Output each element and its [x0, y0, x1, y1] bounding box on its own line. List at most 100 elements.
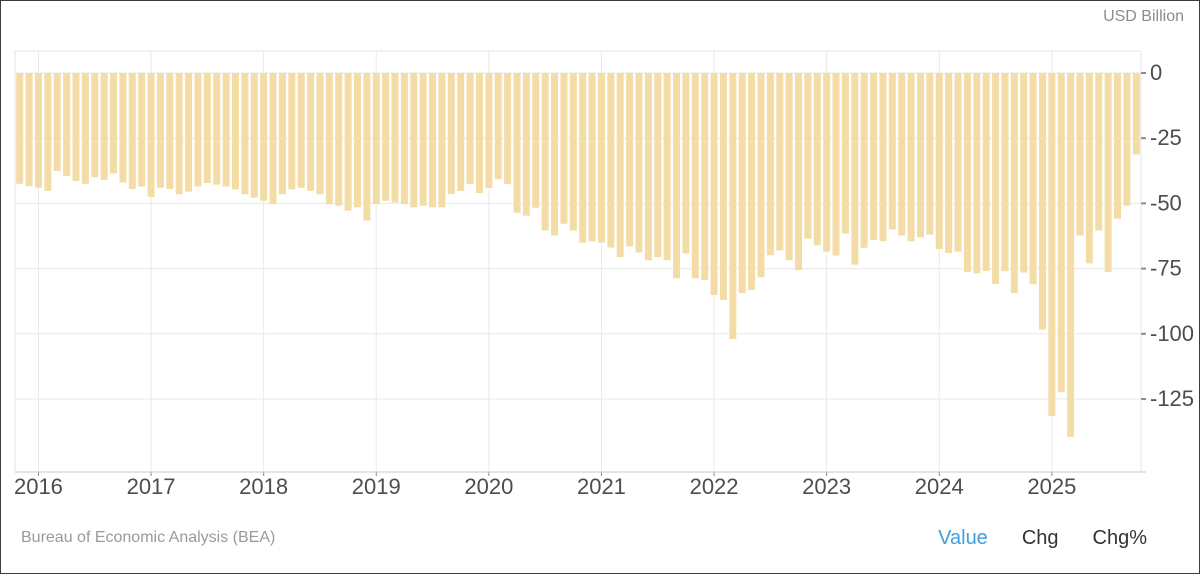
bar-2019-06[interactable]: [419, 73, 427, 206]
bar-2021-02[interactable]: [607, 73, 615, 248]
bar-2020-09[interactable]: [560, 73, 568, 224]
bar-2019-12[interactable]: [475, 73, 483, 193]
bar-2017-09[interactable]: [222, 73, 230, 187]
bar-2022-04[interactable]: [738, 73, 746, 294]
bar-2024-11[interactable]: [1029, 73, 1037, 285]
bar-2016-05[interactable]: [72, 73, 80, 181]
bar-2017-08[interactable]: [213, 73, 221, 185]
bar-2016-04[interactable]: [63, 73, 71, 177]
bar-2022-02[interactable]: [719, 73, 727, 300]
bar-2021-10[interactable]: [682, 73, 690, 254]
bar-2017-03[interactable]: [166, 73, 174, 190]
bar-2023-10[interactable]: [907, 73, 915, 242]
bar-2024-12[interactable]: [1038, 73, 1046, 330]
bar-2024-08[interactable]: [1001, 73, 1009, 272]
bar-2024-02[interactable]: [945, 73, 953, 253]
bar-2016-10[interactable]: [119, 73, 127, 183]
bar-2020-08[interactable]: [551, 73, 559, 236]
bar-2018-01[interactable]: [260, 73, 268, 201]
bar-2017-04[interactable]: [175, 73, 183, 195]
bar-2018-02[interactable]: [269, 73, 277, 205]
bar-2024-01[interactable]: [935, 73, 943, 250]
bar-2019-03[interactable]: [391, 73, 399, 203]
bar-2024-09[interactable]: [1010, 73, 1018, 294]
bar-2016-02[interactable]: [44, 73, 52, 191]
bar-2017-07[interactable]: [203, 73, 211, 184]
bar-2022-12[interactable]: [813, 73, 821, 246]
bar-2022-07[interactable]: [766, 73, 774, 256]
bar-2018-10[interactable]: [344, 73, 352, 211]
bar-2020-10[interactable]: [569, 73, 577, 231]
bar-2021-08[interactable]: [663, 73, 671, 261]
bar-2016-06[interactable]: [81, 73, 89, 184]
bar-2023-05[interactable]: [860, 73, 868, 248]
bar-2024-06[interactable]: [982, 73, 990, 271]
bar-2025-07[interactable]: [1104, 73, 1112, 272]
bar-2016-11[interactable]: [128, 73, 136, 190]
bar-2022-10[interactable]: [795, 73, 803, 271]
bar-2022-11[interactable]: [804, 73, 812, 239]
bar-2025-04[interactable]: [1076, 73, 1084, 236]
tab-value[interactable]: Value: [938, 526, 988, 549]
bar-2017-10[interactable]: [232, 73, 240, 190]
bar-2016-12[interactable]: [138, 73, 146, 187]
bar-2023-06[interactable]: [870, 73, 878, 240]
bar-2019-11[interactable]: [466, 73, 474, 185]
bar-2021-12[interactable]: [701, 73, 709, 281]
bar-2021-04[interactable]: [626, 73, 634, 247]
bar-2018-06[interactable]: [307, 73, 315, 191]
bar-2018-08[interactable]: [325, 73, 333, 205]
bar-2021-06[interactable]: [644, 73, 652, 261]
bar-2020-04[interactable]: [513, 73, 521, 213]
bar-2017-02[interactable]: [156, 73, 164, 188]
bar-2023-01[interactable]: [823, 73, 831, 252]
bar-2020-12[interactable]: [588, 73, 596, 242]
bar-2021-01[interactable]: [597, 73, 605, 243]
bar-2015-11[interactable]: [16, 73, 24, 184]
bar-2016-08[interactable]: [100, 73, 108, 180]
bar-2024-05[interactable]: [973, 73, 981, 274]
bar-2025-10[interactable]: [1132, 73, 1140, 155]
bar-2025-06[interactable]: [1095, 73, 1103, 231]
bar-2017-05[interactable]: [185, 73, 193, 192]
bar-2021-11[interactable]: [691, 73, 699, 279]
bar-2025-09[interactable]: [1123, 73, 1131, 206]
bar-2021-05[interactable]: [635, 73, 643, 253]
bar-2024-07[interactable]: [992, 73, 1000, 284]
bar-2021-07[interactable]: [654, 73, 662, 258]
bar-2017-06[interactable]: [194, 73, 202, 187]
bar-2021-03[interactable]: [616, 73, 624, 258]
bar-2022-01[interactable]: [710, 73, 718, 295]
bar-2016-09[interactable]: [110, 73, 118, 174]
bar-2022-09[interactable]: [785, 73, 793, 261]
bar-2018-12[interactable]: [363, 73, 371, 221]
bar-2025-02[interactable]: [1057, 73, 1065, 393]
bar-2015-12[interactable]: [25, 73, 33, 187]
bar-2024-04[interactable]: [963, 73, 971, 272]
bar-2019-10[interactable]: [457, 73, 465, 191]
bar-2018-04[interactable]: [288, 73, 296, 190]
bar-2019-05[interactable]: [410, 73, 418, 208]
bar-2017-12[interactable]: [250, 73, 258, 198]
bar-2020-01[interactable]: [485, 73, 493, 189]
bar-2023-04[interactable]: [851, 73, 859, 265]
bar-2019-02[interactable]: [382, 73, 390, 201]
bar-2025-01[interactable]: [1048, 73, 1056, 416]
bar-2023-07[interactable]: [879, 73, 887, 242]
bar-2019-01[interactable]: [372, 73, 380, 205]
bar-2018-05[interactable]: [297, 73, 305, 188]
bar-2020-07[interactable]: [541, 73, 549, 231]
bar-2022-05[interactable]: [748, 73, 756, 290]
bar-2025-08[interactable]: [1114, 73, 1122, 219]
bar-2018-07[interactable]: [316, 73, 324, 195]
bar-2025-03[interactable]: [1067, 73, 1075, 437]
bar-2022-08[interactable]: [776, 73, 784, 251]
bar-2020-11[interactable]: [579, 73, 587, 243]
bar-2023-08[interactable]: [888, 73, 896, 230]
bar-2024-03[interactable]: [954, 73, 962, 252]
bar-2017-01[interactable]: [147, 73, 155, 197]
bar-2021-09[interactable]: [673, 73, 681, 279]
bar-2024-10[interactable]: [1020, 73, 1028, 273]
tab-chg-pct[interactable]: Chg%: [1092, 526, 1147, 549]
bar-2020-03[interactable]: [504, 73, 512, 185]
